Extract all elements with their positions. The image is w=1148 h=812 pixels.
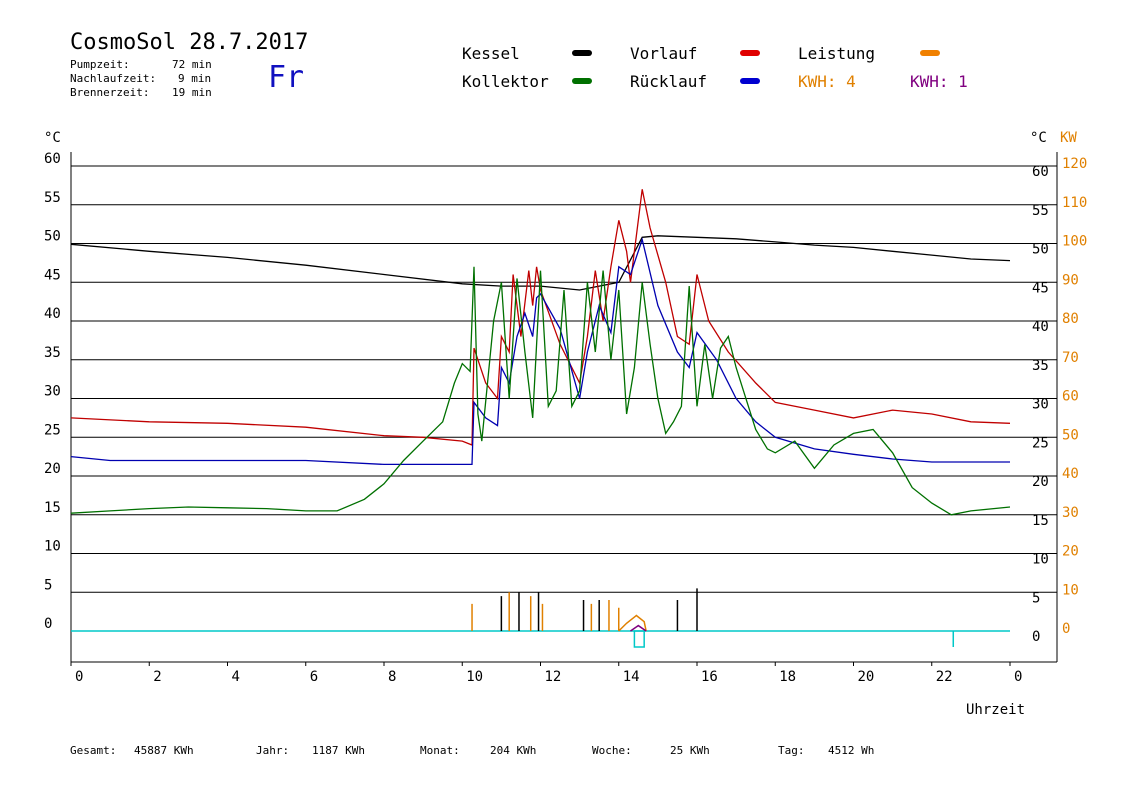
x-tick-label: 18 xyxy=(779,669,796,685)
y-tick-kw: 30 xyxy=(1062,505,1079,521)
y-tick-kw: 10 xyxy=(1062,582,1079,598)
footer-gesamt-value: 45887 KWh xyxy=(134,744,194,757)
power-hump xyxy=(618,614,647,632)
y-tick-kw: 50 xyxy=(1062,427,1079,443)
y-tick-right: 10 xyxy=(1032,552,1049,568)
y-tick-right: 5 xyxy=(1032,590,1040,606)
leistung-dip xyxy=(633,630,645,648)
x-tick-label: 20 xyxy=(858,669,875,685)
legend-kollektor: Kollektor xyxy=(462,72,549,91)
footer-monat-label: Monat: xyxy=(420,744,460,757)
legend-leistung: Leistung xyxy=(798,44,876,63)
footer-gesamt-label: Gesamt: xyxy=(70,744,117,757)
y-tick-left: 5 xyxy=(44,577,52,593)
legend-ruecklauf-swatch xyxy=(740,78,760,84)
legend-kessel-swatch xyxy=(572,50,592,56)
footer-woche-value: 25 KWh xyxy=(670,744,710,757)
stat-label-pumpzeit: Pumpzeit: xyxy=(70,58,130,71)
legend-kwh-orange: KWH: 4 xyxy=(798,72,856,91)
legend-leistung-swatch xyxy=(920,50,940,56)
y-tick-left: 15 xyxy=(44,500,61,516)
y-tick-right: 25 xyxy=(1032,435,1049,451)
kwh-hump xyxy=(630,624,647,632)
y-tick-left: 45 xyxy=(44,267,61,283)
y-tick-right: 45 xyxy=(1032,280,1049,296)
y-tick-left: 20 xyxy=(44,461,61,477)
y-tick-left: 10 xyxy=(44,539,61,555)
series-line-kollektor xyxy=(70,266,1011,516)
y-tick-kw: 70 xyxy=(1062,350,1079,366)
legend-kwh-purple: KWH: 1 xyxy=(910,72,968,91)
y-tick-kw: 110 xyxy=(1062,195,1087,211)
footer-tag-label: Tag: xyxy=(778,744,805,757)
y-right2-unit: KW xyxy=(1060,130,1077,146)
x-tick-label: 6 xyxy=(310,669,318,685)
legend-ruecklauf: Rücklauf xyxy=(630,72,708,91)
y-tick-right: 60 xyxy=(1032,164,1049,180)
legend-kollektor-swatch xyxy=(572,78,592,84)
y-tick-kw: 90 xyxy=(1062,272,1079,288)
y-tick-kw: 60 xyxy=(1062,389,1079,405)
footer-jahr-label: Jahr: xyxy=(256,744,290,757)
stat-value-nachlaufzeit: 9 min xyxy=(178,72,212,85)
x-tick-label: 12 xyxy=(545,669,562,685)
legend-vorlauf-swatch xyxy=(740,50,760,56)
y-tick-left: 55 xyxy=(44,190,61,206)
stat-value-pumpzeit: 72 min xyxy=(172,58,212,71)
y-tick-left: 60 xyxy=(44,151,61,167)
y-tick-left: 40 xyxy=(44,306,61,322)
y-tick-left: 30 xyxy=(44,384,61,400)
chart-title: CosmoSol 28.7.2017 xyxy=(70,30,309,55)
series-line-vorlauf xyxy=(70,189,1011,446)
footer-woche-label: Woche: xyxy=(592,744,632,757)
x-tick-label: 10 xyxy=(466,669,483,685)
y-tick-kw: 100 xyxy=(1062,234,1087,250)
y-tick-right: 0 xyxy=(1032,629,1040,645)
series-line-kessel xyxy=(70,235,1011,291)
y-tick-left: 0 xyxy=(44,616,52,632)
x-tick-label: 2 xyxy=(153,669,161,685)
y-tick-right: 35 xyxy=(1032,358,1049,374)
y-tick-kw: 0 xyxy=(1062,621,1070,637)
y-left-unit: °C xyxy=(44,130,61,146)
y-tick-kw: 80 xyxy=(1062,311,1079,327)
y-tick-right: 15 xyxy=(1032,513,1049,529)
legend-kessel: Kessel xyxy=(462,44,520,63)
y-tick-right: 55 xyxy=(1032,203,1049,219)
x-tick-label: 14 xyxy=(623,669,640,685)
x-tick-label: 0 xyxy=(75,669,83,685)
x-tick-label: 4 xyxy=(232,669,240,685)
x-axis-label: Uhrzeit xyxy=(966,702,1025,718)
legend-vorlauf: Vorlauf xyxy=(630,44,698,63)
footer-jahr-value: 1187 KWh xyxy=(312,744,365,757)
x-tick-label: 16 xyxy=(701,669,718,685)
y-tick-left: 25 xyxy=(44,422,61,438)
x-tick-label: 22 xyxy=(936,669,953,685)
weekday-label: Fr xyxy=(268,60,305,95)
y-right-unit: °C xyxy=(1030,130,1047,146)
footer-tag-value: 4512 Wh xyxy=(828,744,875,757)
y-tick-right: 40 xyxy=(1032,319,1049,335)
y-tick-right: 20 xyxy=(1032,474,1049,490)
y-tick-kw: 20 xyxy=(1062,544,1079,560)
stat-label-brennerzeit: Brennerzeit: xyxy=(70,86,150,99)
stat-value-brennerzeit: 19 min xyxy=(172,86,212,99)
y-tick-left: 50 xyxy=(44,229,61,245)
y-tick-kw: 40 xyxy=(1062,466,1079,482)
y-tick-left: 35 xyxy=(44,345,61,361)
y-tick-right: 30 xyxy=(1032,397,1049,413)
y-tick-kw: 120 xyxy=(1062,156,1087,172)
x-tick-label: 0 xyxy=(1014,669,1022,685)
y-tick-right: 50 xyxy=(1032,242,1049,258)
x-tick-label: 8 xyxy=(388,669,396,685)
footer-monat-value: 204 KWh xyxy=(490,744,537,757)
stat-label-nachlaufzeit: Nachlaufzeit: xyxy=(70,72,157,85)
